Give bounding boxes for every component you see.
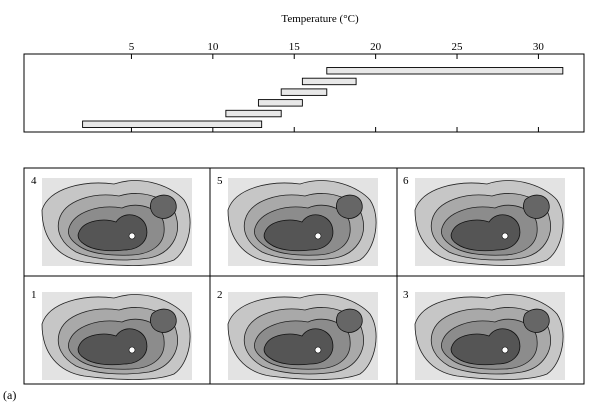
contour-panel-3: 3	[403, 289, 566, 381]
x-tick-label: 25	[452, 41, 464, 53]
contour-panel-6: 6	[403, 175, 566, 267]
contour-panel-5: 5	[217, 175, 379, 267]
range-plot-frame	[23, 53, 585, 133]
panel-label-6: 6	[403, 175, 409, 187]
contour-panel-1: 1	[31, 289, 193, 381]
contour-panel-4: 4	[31, 175, 193, 267]
panel-label-5: 5	[217, 175, 223, 187]
range-bar-panel-1	[82, 120, 263, 128]
x-tick-label: 10	[207, 41, 219, 53]
panel-label-3: 3	[403, 289, 409, 301]
x-tick-label: 15	[289, 41, 301, 53]
x-tick-label: 30	[533, 41, 545, 53]
range-bar-panel-2	[225, 109, 282, 118]
range-bar-panel-4	[280, 88, 328, 96]
panel-label-4: 4	[31, 175, 37, 187]
x-axis-ticks: 5 10 15 20 25 30	[129, 41, 545, 132]
panel-label-2: 2	[217, 289, 223, 301]
contour-panel-grid: 4 5 6 1 2 3	[23, 167, 585, 385]
range-bar-panel-3	[257, 99, 303, 107]
x-axis-title: Temperature (°C)	[281, 13, 359, 25]
x-tick-label: 5	[129, 41, 135, 53]
contour-panel-2: 2	[217, 289, 379, 381]
range-bars	[82, 67, 564, 128]
range-bar-panel-6	[326, 67, 564, 75]
figure-label: (a)	[3, 388, 17, 402]
x-tick-label: 20	[370, 41, 382, 53]
range-bar-panel-5	[301, 77, 357, 86]
panel-label-1: 1	[31, 289, 37, 301]
